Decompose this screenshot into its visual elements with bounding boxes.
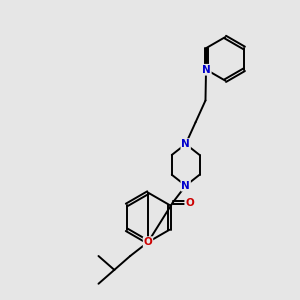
Text: N: N — [181, 139, 190, 149]
Text: O: O — [185, 197, 194, 208]
Text: N: N — [181, 181, 190, 191]
Text: N: N — [202, 65, 211, 75]
Text: O: O — [144, 237, 152, 247]
